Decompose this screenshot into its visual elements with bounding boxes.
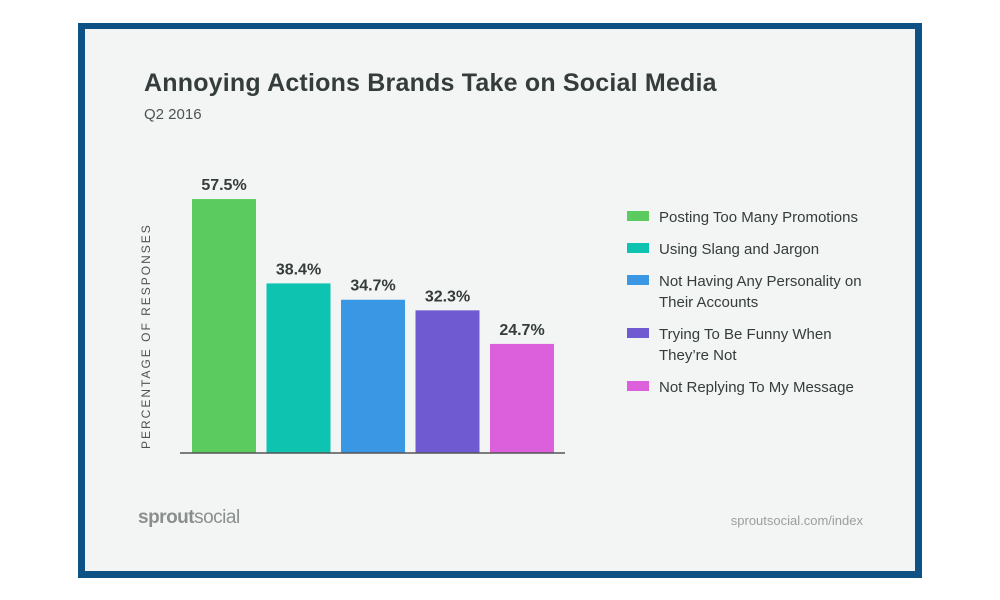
legend-swatch — [627, 243, 649, 253]
legend-item: Not Replying To My Message — [627, 377, 869, 398]
legend-item: Trying To Be Funny When They’re Not — [627, 324, 869, 366]
legend-item: Not Having Any Personality on Their Acco… — [627, 271, 869, 313]
legend-swatch — [627, 211, 649, 221]
data-label: 32.3% — [425, 288, 470, 305]
frame: Annoying Actions Brands Take on Social M… — [78, 23, 922, 578]
legend-item: Posting Too Many Promotions — [627, 207, 869, 228]
legend-swatch — [627, 328, 649, 338]
bar-chart: 57.5% 38.4% 34.7% 32.3% 24.7% — [180, 177, 565, 454]
sproutsocial-logo: sproutsocial — [138, 507, 240, 528]
legend-label: Trying To Be Funny When They’re Not — [659, 326, 832, 364]
bar — [266, 283, 331, 453]
bar — [490, 343, 554, 453]
legend-label: Not Replying To My Message — [659, 379, 854, 396]
data-label: 38.4% — [276, 261, 321, 278]
data-label: 34.7% — [350, 278, 395, 295]
data-label: 24.7% — [499, 322, 544, 339]
legend-swatch — [627, 275, 649, 285]
chart-subtitle: Q2 2016 — [144, 106, 202, 123]
bar — [415, 310, 480, 453]
source-url: sproutsocial.com/index — [730, 513, 863, 528]
legend-label: Using Slang and Jargon — [659, 241, 820, 258]
legend-label: Not Having Any Personality on Their Acco… — [659, 273, 862, 311]
chart-panel: Annoying Actions Brands Take on Social M… — [85, 29, 915, 571]
bar — [192, 199, 256, 453]
legend-swatch — [627, 381, 649, 391]
legend: Posting Too Many Promotions Using Slang a… — [627, 207, 869, 409]
chart-title: Annoying Actions Brands Take on Social M… — [144, 69, 717, 97]
legend-item: Using Slang and Jargon — [627, 239, 869, 260]
data-label: 57.5% — [201, 177, 246, 194]
legend-label: Posting Too Many Promotions — [659, 209, 858, 226]
bar — [341, 299, 405, 453]
